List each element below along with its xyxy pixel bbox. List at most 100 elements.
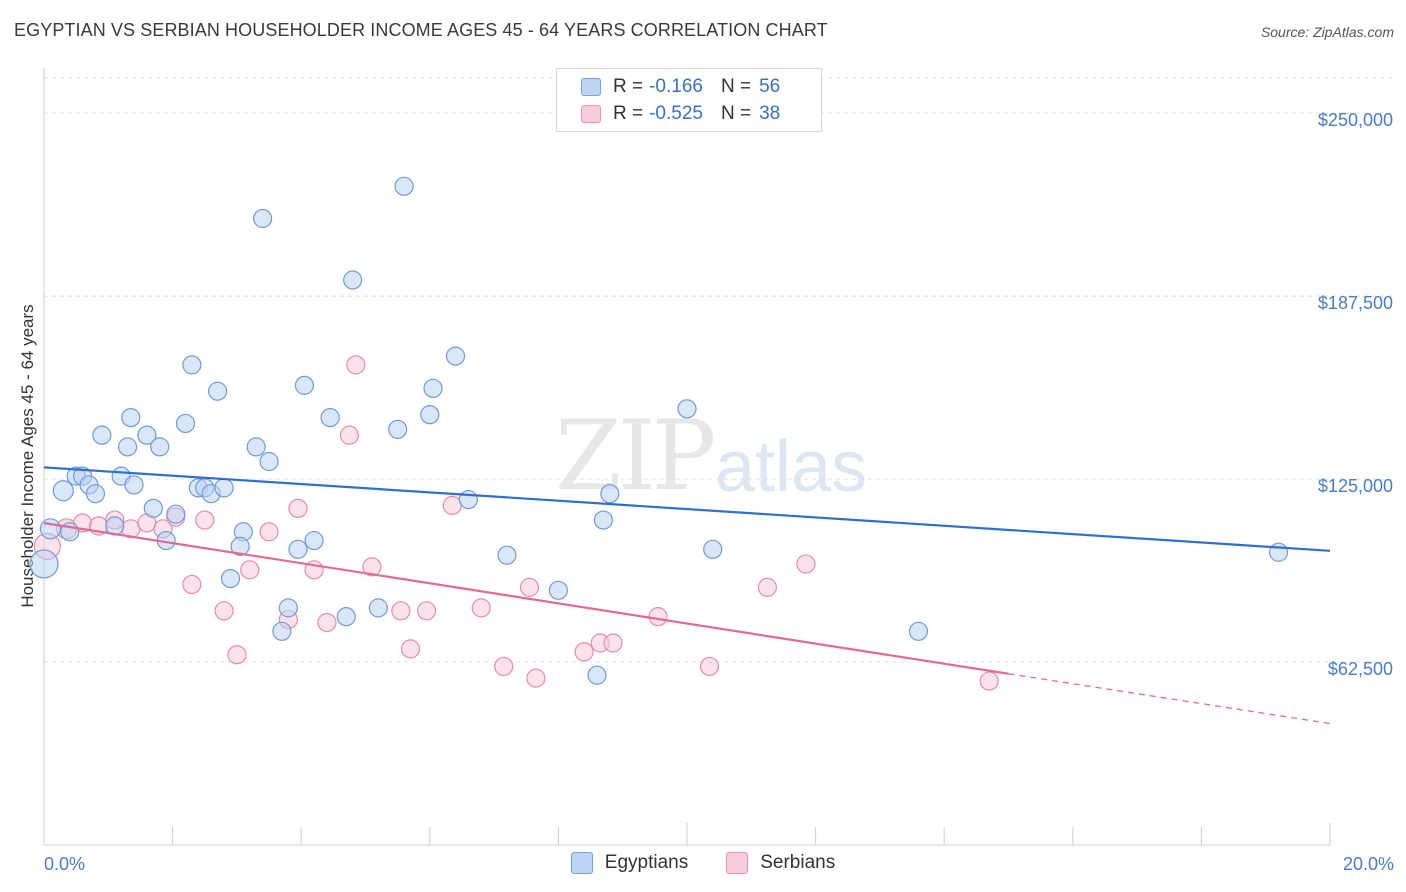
y-tick-label: $187,500 [1318, 293, 1393, 313]
egyptians-legend-swatch [570, 852, 593, 874]
watermark-zip: ZIP [555, 400, 716, 512]
egyptians-trend-line [43, 466, 1331, 552]
series-legend: Egyptians Serbians [0, 852, 1406, 874]
egyptians-point [423, 378, 443, 398]
serbians-point [757, 577, 777, 597]
egyptians-point [117, 437, 138, 457]
serbians-point [346, 355, 366, 375]
egyptians-point [29, 549, 59, 579]
serbians-point [182, 574, 202, 595]
egyptians-point [230, 536, 250, 556]
egyptians-point [394, 176, 414, 196]
r-label: R = [613, 76, 644, 97]
egyptians-point [304, 530, 324, 551]
legend-row-serbians: R = -0.525 N = 38 [581, 102, 780, 126]
egyptians-point [908, 621, 929, 641]
egyptians-point [143, 498, 163, 518]
serbians-point [214, 601, 234, 621]
serbians-point [362, 557, 382, 577]
serbians-point [603, 633, 623, 653]
serbians-trend-extension [1008, 673, 1331, 725]
egyptians-point [548, 580, 569, 600]
n-value: 56 [759, 76, 781, 97]
egyptians-point [420, 405, 440, 425]
n-label: N = [720, 76, 752, 97]
egyptians-point [388, 419, 408, 439]
egyptians-point [288, 539, 308, 559]
serbians-point [259, 522, 279, 542]
chart-title: EGYPTIAN VS SERBIAN HOUSEHOLDER INCOME A… [14, 20, 828, 40]
egyptians-point [336, 607, 356, 627]
egyptians-point [445, 346, 466, 366]
serbians-swatch [581, 105, 601, 123]
y-tick-label: $125,000 [1318, 476, 1393, 496]
egyptians-point [175, 413, 196, 434]
egyptians-point [343, 270, 363, 290]
serbians-point [574, 642, 594, 662]
serbians-point [471, 598, 491, 618]
legend-item-serbians: Serbians [726, 852, 835, 874]
egyptians-point [208, 381, 228, 401]
y-tick-label: $250,000 [1318, 110, 1393, 130]
correlation-legend: R = -0.166 N = 56 R = -0.525 N = 38 [556, 68, 822, 132]
serbians-point [494, 656, 514, 677]
egyptians-point [677, 399, 697, 419]
serbians-point [796, 554, 816, 574]
egyptians-point [368, 598, 388, 618]
x-tick-label: 0.0% [44, 854, 85, 874]
egyptians-point [124, 475, 144, 495]
watermark-atlas: atlas [715, 427, 868, 507]
egyptians-point [85, 484, 106, 504]
egyptians-legend-label: Egyptians [604, 852, 689, 873]
y-axis-title: Householder Income Ages 45 - 64 years [18, 304, 37, 607]
egyptians-swatch [581, 78, 601, 96]
serbians-legend-swatch [726, 852, 749, 874]
egyptians-point [220, 568, 241, 589]
serbians-point [526, 668, 546, 688]
egyptians-point [497, 545, 517, 565]
serbians-point [288, 498, 308, 518]
r-value: -0.166 [649, 76, 703, 97]
egyptians-point [121, 407, 141, 428]
egyptians-point [259, 451, 279, 472]
serbians-point [519, 577, 540, 597]
legend-row-egyptians: R = -0.166 N = 56 [581, 75, 780, 99]
egyptians-point [39, 518, 62, 540]
serbians-point [317, 612, 337, 633]
legend-item-egyptians: Egyptians [570, 852, 689, 874]
egyptians-point [92, 425, 112, 445]
x-tick-label: 20.0% [1343, 854, 1394, 874]
egyptians-point [593, 510, 614, 530]
serbians-point [391, 601, 411, 621]
egyptians-point [246, 437, 266, 457]
egyptians-point [458, 489, 478, 510]
y-tick-label: $62,500 [1328, 659, 1393, 679]
egyptians-point [278, 598, 298, 618]
egyptians-point [320, 407, 340, 428]
egyptians-point [137, 425, 157, 445]
n-value: 38 [759, 103, 781, 124]
serbians-trend-line [43, 521, 1009, 675]
egyptians-point [253, 208, 273, 229]
serbians-point [979, 671, 999, 691]
egyptians-point [52, 480, 74, 502]
egyptians-point [214, 478, 234, 498]
serbians-point [339, 425, 360, 445]
serbians-legend-label: Serbians [760, 852, 836, 873]
serbians-point [227, 645, 247, 665]
serbians-point [195, 510, 215, 530]
egyptians-point [150, 437, 170, 457]
r-label: R = [613, 103, 644, 124]
egyptians-point [600, 484, 620, 504]
egyptians-point [703, 539, 723, 559]
serbians-point [442, 495, 462, 516]
serbians-point [240, 560, 260, 580]
serbians-point [416, 601, 437, 621]
egyptians-point [166, 504, 186, 524]
egyptians-point [182, 355, 202, 375]
egyptians-point [587, 665, 607, 685]
n-label: N = [720, 103, 752, 124]
serbians-point [648, 607, 668, 627]
egyptians-point [272, 621, 292, 641]
